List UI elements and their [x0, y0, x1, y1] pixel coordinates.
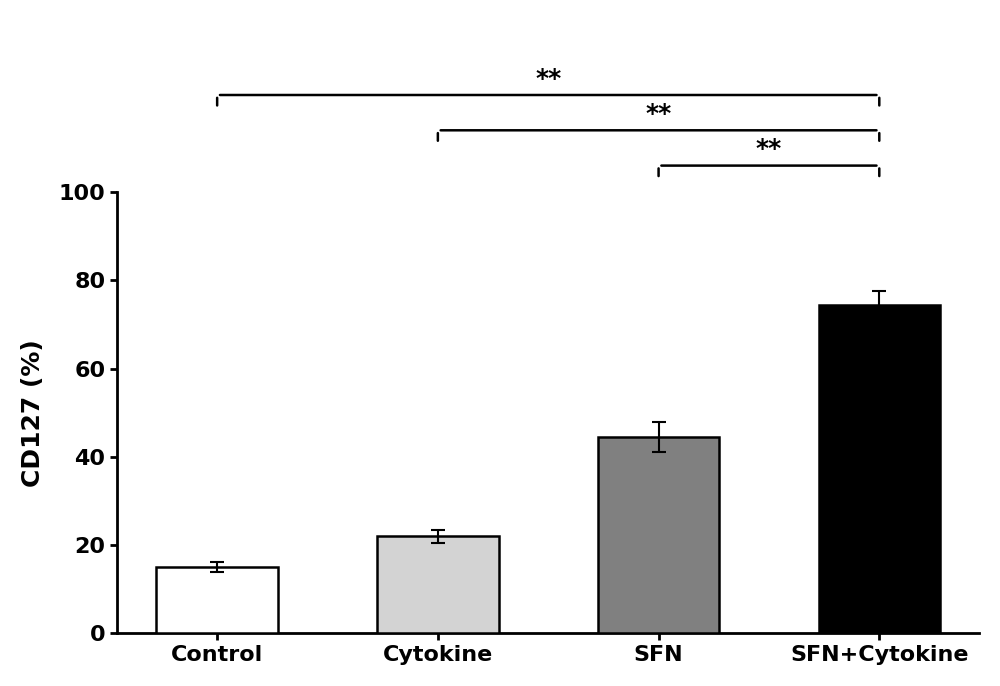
Text: **: ** [645, 102, 672, 126]
Bar [819, 305, 940, 633]
Y-axis label: CD127 (%): CD127 (%) [21, 339, 45, 486]
Text: **: ** [756, 137, 782, 161]
Text: **: ** [535, 67, 561, 91]
Bar [598, 437, 719, 633]
Bar [377, 536, 499, 633]
Bar [156, 567, 278, 633]
